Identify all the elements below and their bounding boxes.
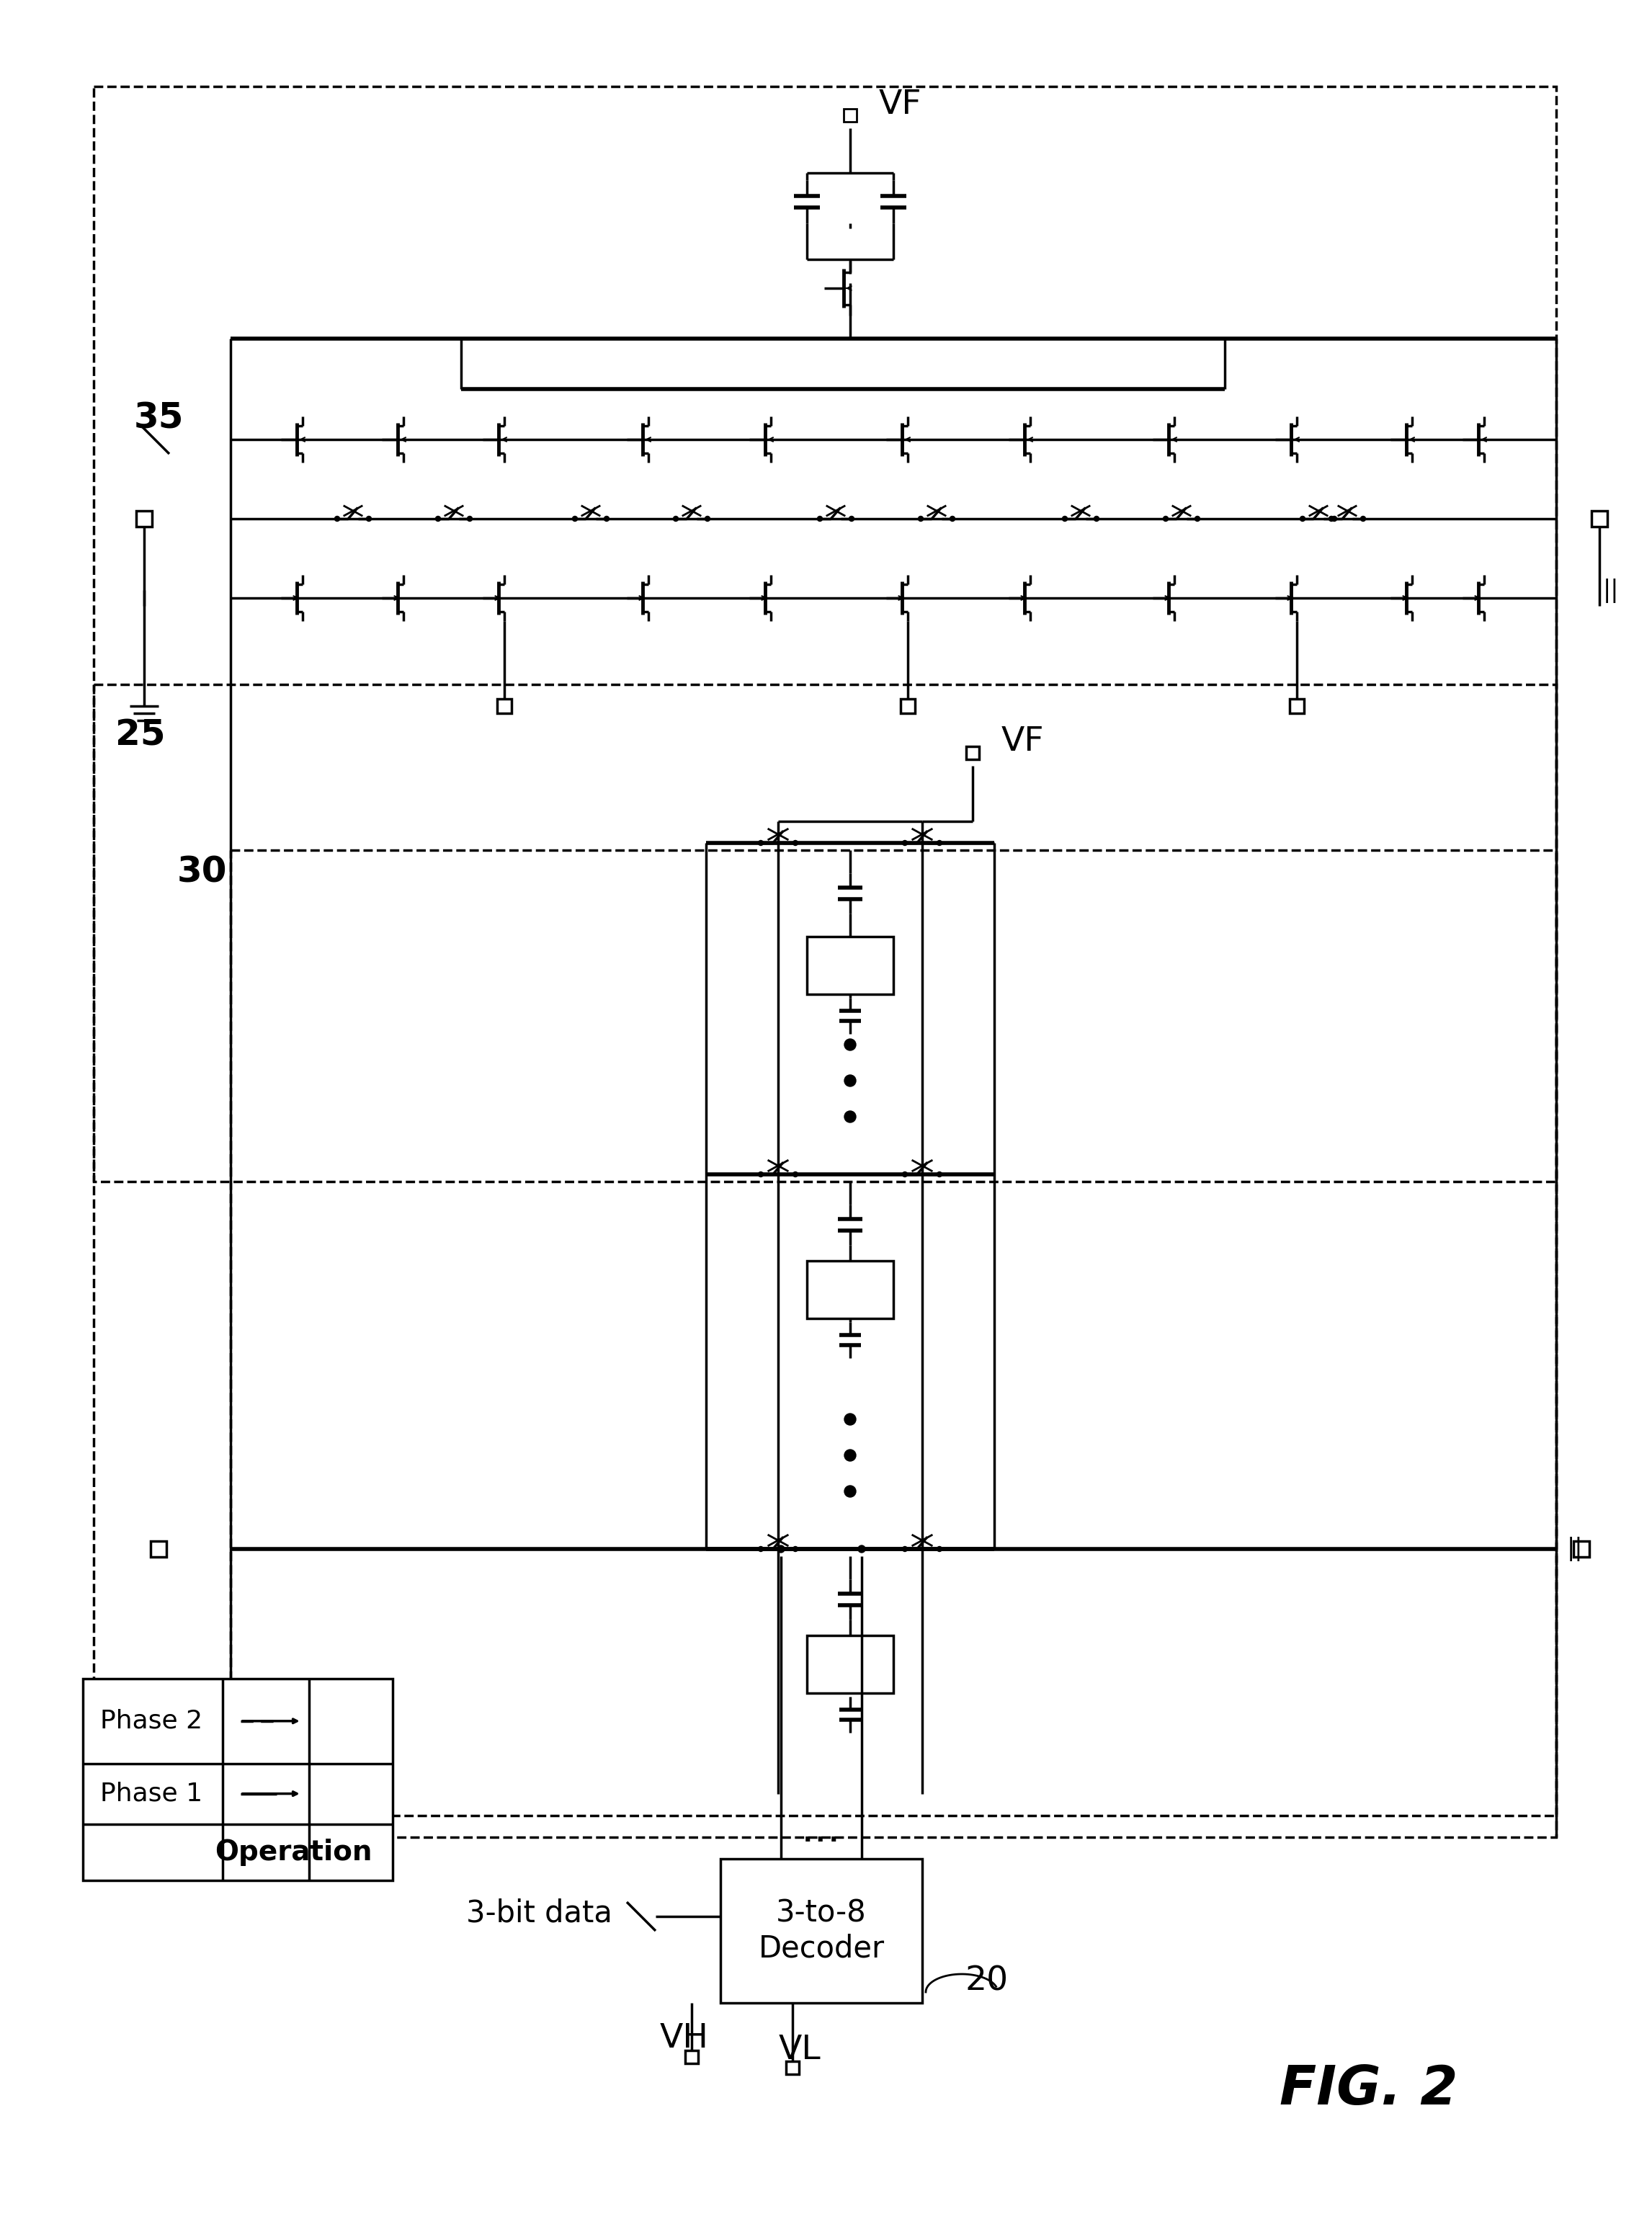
- Circle shape: [572, 516, 578, 522]
- Circle shape: [468, 516, 472, 522]
- Text: ||: ||: [1602, 578, 1619, 603]
- Bar: [966, 745, 980, 759]
- Bar: [135, 511, 152, 527]
- Circle shape: [705, 516, 710, 522]
- Circle shape: [793, 841, 798, 846]
- Bar: [806, 1261, 894, 1319]
- Bar: [1591, 511, 1607, 527]
- Circle shape: [844, 1449, 856, 1462]
- Circle shape: [758, 1547, 763, 1551]
- Circle shape: [844, 1112, 856, 1123]
- Text: 35: 35: [134, 400, 183, 435]
- Bar: [94, 685, 1556, 1837]
- Text: 3-to-8
Decoder: 3-to-8 Decoder: [758, 1897, 884, 1964]
- Bar: [231, 850, 1556, 1815]
- Circle shape: [793, 1172, 798, 1176]
- Circle shape: [902, 841, 907, 846]
- Circle shape: [844, 1487, 856, 1498]
- Circle shape: [937, 1172, 942, 1176]
- Bar: [1290, 699, 1303, 714]
- Circle shape: [1094, 516, 1099, 522]
- Bar: [786, 2060, 800, 2074]
- Text: VL: VL: [778, 2033, 821, 2067]
- Circle shape: [335, 516, 340, 522]
- Circle shape: [857, 1545, 866, 1553]
- Bar: [686, 2051, 699, 2062]
- Bar: [94, 87, 1556, 1181]
- Text: ...: ...: [801, 1810, 841, 1850]
- Circle shape: [950, 516, 955, 522]
- Text: ||: ||: [1568, 1538, 1583, 1560]
- Text: Phase 1: Phase 1: [99, 1781, 202, 1806]
- Bar: [720, 1859, 922, 2002]
- Circle shape: [919, 516, 923, 522]
- Bar: [83, 1678, 393, 1879]
- Bar: [844, 109, 857, 123]
- Text: Operation: Operation: [215, 1839, 372, 1866]
- Circle shape: [436, 516, 441, 522]
- Circle shape: [937, 1547, 942, 1551]
- Circle shape: [1062, 516, 1067, 522]
- Bar: [1573, 1540, 1589, 1558]
- Bar: [806, 1636, 894, 1694]
- Bar: [150, 1540, 167, 1558]
- Bar: [497, 699, 512, 714]
- Text: VF: VF: [879, 89, 922, 121]
- Bar: [900, 699, 915, 714]
- Text: FIG. 2: FIG. 2: [1280, 2062, 1459, 2116]
- Circle shape: [778, 1545, 785, 1553]
- Text: Phase 2: Phase 2: [99, 1710, 202, 1734]
- Circle shape: [937, 841, 942, 846]
- Text: VH: VH: [661, 2022, 709, 2056]
- Circle shape: [674, 516, 679, 522]
- Circle shape: [844, 1413, 856, 1424]
- Text: 30: 30: [177, 855, 226, 888]
- Circle shape: [605, 516, 610, 522]
- Circle shape: [758, 841, 763, 846]
- Circle shape: [367, 516, 372, 522]
- Circle shape: [1300, 516, 1305, 522]
- Bar: [806, 937, 894, 993]
- Text: 3-bit data: 3-bit data: [466, 1897, 613, 1928]
- Text: 25: 25: [116, 716, 165, 752]
- Circle shape: [1361, 516, 1366, 522]
- Circle shape: [902, 1547, 907, 1551]
- Text: VF: VF: [1001, 725, 1044, 759]
- Circle shape: [902, 1172, 907, 1176]
- Circle shape: [1194, 516, 1199, 522]
- Circle shape: [758, 1172, 763, 1176]
- Text: 20: 20: [965, 1964, 1009, 1998]
- Circle shape: [1332, 516, 1336, 522]
- Circle shape: [849, 516, 854, 522]
- Circle shape: [818, 516, 823, 522]
- Circle shape: [1163, 516, 1168, 522]
- Circle shape: [1328, 516, 1333, 522]
- Circle shape: [793, 1547, 798, 1551]
- Circle shape: [844, 1076, 856, 1087]
- Circle shape: [844, 1038, 856, 1051]
